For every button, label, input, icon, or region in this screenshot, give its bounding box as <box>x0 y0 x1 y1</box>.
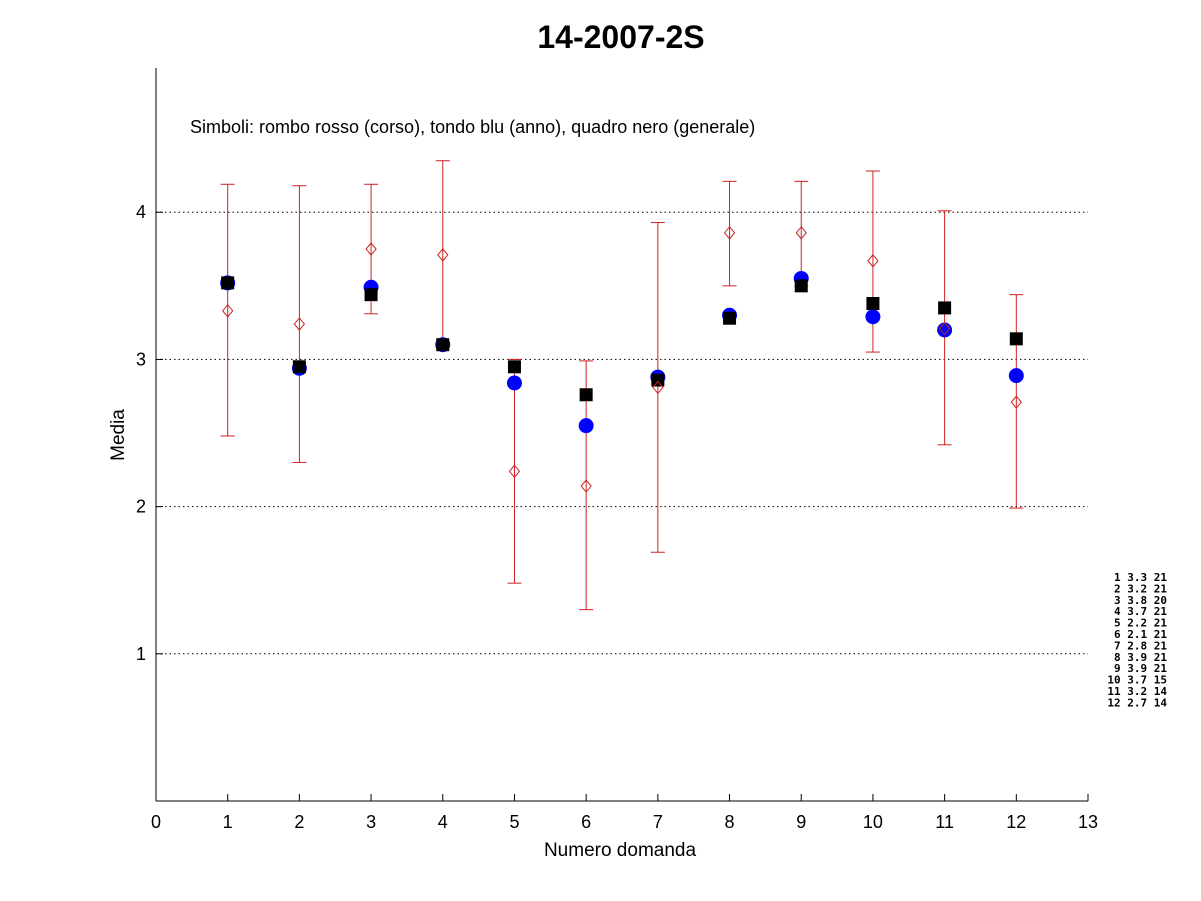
y-ticks: 1 2 3 4 <box>136 202 163 664</box>
y-tick-label: 3 <box>136 349 146 369</box>
side-table-row: 1 3.3 21 <box>1114 571 1167 584</box>
red-diamond-point <box>508 464 521 479</box>
red-diamond-point <box>652 380 664 395</box>
black-square-point <box>866 297 880 311</box>
x-tick-label: 10 <box>863 812 883 832</box>
error-bars <box>220 160 1024 611</box>
x-ticks: 0 1 2 3 4 5 6 7 8 9 10 11 12 13 <box>151 794 1098 832</box>
side-table-row: 3 3.8 20 <box>1114 594 1167 607</box>
x-tick-label: 7 <box>653 812 663 832</box>
red-diamond-point <box>580 479 592 493</box>
x-tick-label: 0 <box>151 812 161 832</box>
side-table-row: 4 3.7 21 <box>1114 605 1167 618</box>
black-square-point <box>938 301 952 315</box>
x-tick-label: 11 <box>935 812 954 832</box>
grid-lines <box>156 211 1088 655</box>
side-table-row: 7 2.8 21 <box>1114 639 1167 652</box>
chart-title: 14-2007-2S <box>537 19 704 55</box>
blue-circle-point <box>1008 368 1024 384</box>
side-table-row: 5 2.2 21 <box>1114 617 1167 630</box>
red-diamond-point <box>723 226 736 240</box>
side-table-row: 2 3.2 21 <box>1114 582 1167 595</box>
side-table-row: 6 2.1 21 <box>1114 628 1167 641</box>
side-table-row: 9 3.9 21 <box>1114 662 1167 675</box>
black-square-point <box>364 288 378 302</box>
red-diamond-point <box>867 254 879 268</box>
black-square-point <box>507 360 521 374</box>
black-square-point <box>436 338 450 352</box>
red-diamond-point <box>365 242 377 256</box>
blue-circle-point <box>865 309 881 325</box>
y-tick-label: 1 <box>136 644 146 664</box>
black-square-point <box>221 276 235 290</box>
side-table-row: 11 3.2 14 <box>1107 685 1167 698</box>
side-table-row: 12 2.7 14 <box>1107 696 1167 709</box>
data-marks <box>220 226 1024 493</box>
x-tick-label: 2 <box>294 812 304 832</box>
x-tick-label: 1 <box>223 812 233 832</box>
black-square-point <box>579 388 593 402</box>
x-tick-label: 4 <box>438 812 448 832</box>
symbol-legend-note: Simboli: rombo rosso (corso), tondo blu … <box>190 117 755 137</box>
y-tick-label: 4 <box>136 202 146 222</box>
y-tick-label: 2 <box>136 497 146 517</box>
x-tick-label: 9 <box>796 812 806 832</box>
y-axis-label: Media <box>108 409 129 461</box>
black-square-point <box>292 360 306 374</box>
x-tick-label: 3 <box>366 812 376 832</box>
red-diamond-point <box>1010 395 1022 409</box>
x-tick-label: 13 <box>1078 812 1098 832</box>
side-table: 1 3.3 212 3.2 213 3.8 204 3.7 215 2.2 21… <box>1107 571 1167 709</box>
blue-circle-point <box>578 418 594 434</box>
axes <box>155 68 1088 802</box>
red-diamond-point <box>222 304 234 318</box>
black-square-point <box>794 279 808 293</box>
x-tick-label: 5 <box>509 812 519 832</box>
red-diamond-point <box>938 321 951 336</box>
black-square-point <box>723 311 737 325</box>
red-diamond-point <box>437 248 449 262</box>
blue-circle-point <box>506 375 522 391</box>
x-tick-label: 8 <box>725 812 735 832</box>
black-square-point <box>1009 332 1023 346</box>
side-table-row: 8 3.9 21 <box>1114 651 1167 664</box>
x-tick-label: 6 <box>581 812 591 832</box>
red-diamond-point <box>293 317 306 331</box>
red-diamond-point <box>795 226 807 240</box>
black-square-point <box>651 373 665 387</box>
x-tick-label: 12 <box>1006 812 1026 832</box>
side-table-row: 10 3.7 15 <box>1107 674 1167 687</box>
x-axis-label: Numero domanda <box>544 840 697 861</box>
